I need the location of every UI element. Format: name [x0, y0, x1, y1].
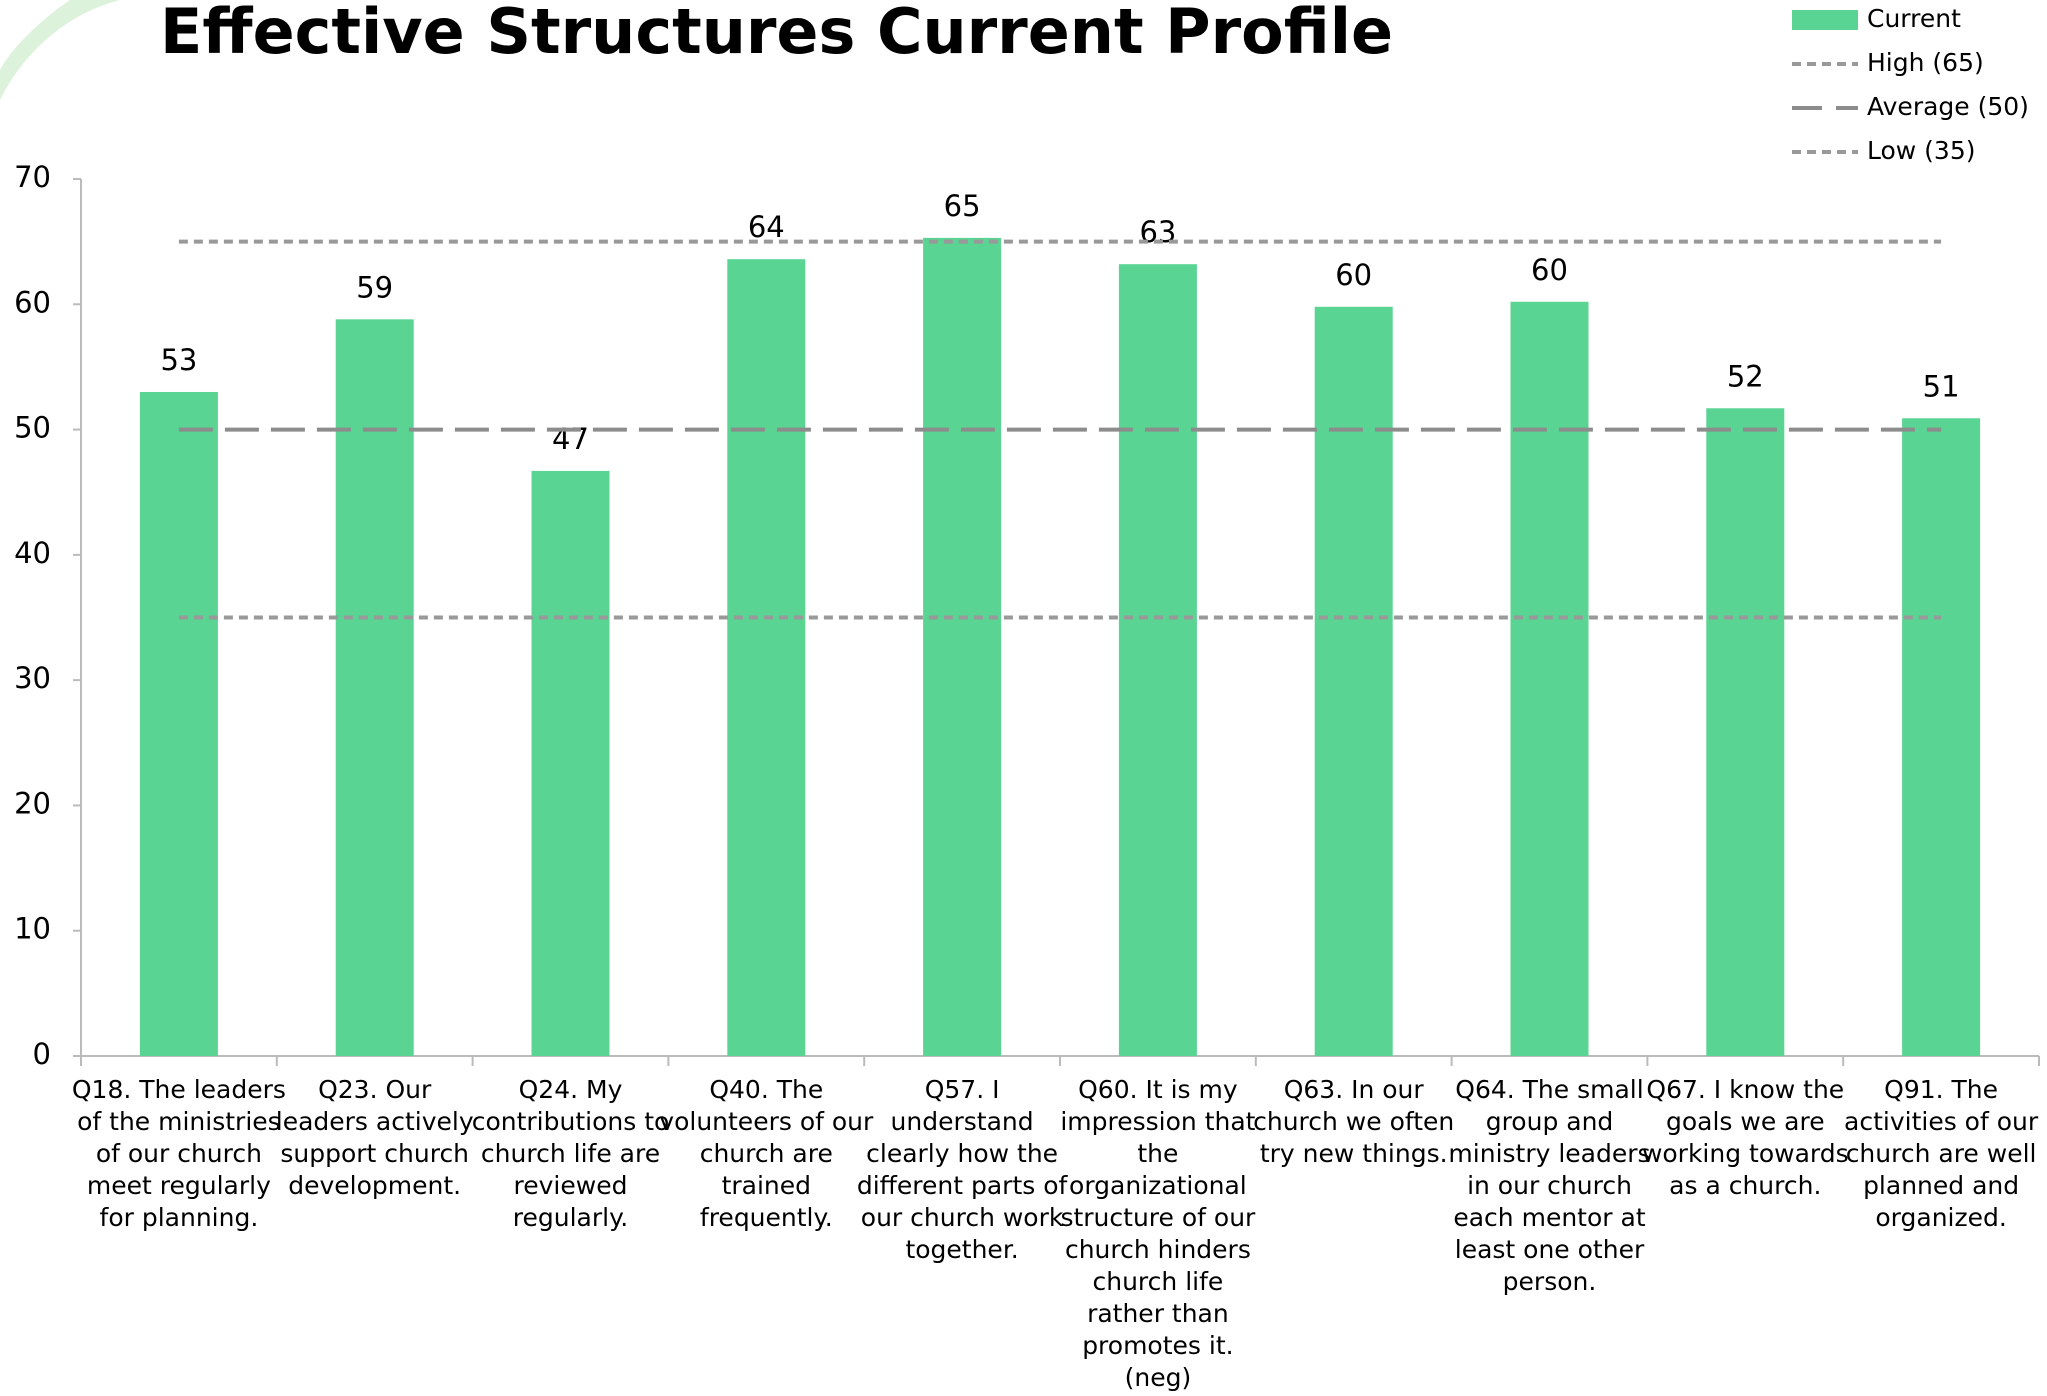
- x-tick-label: organizational: [1069, 1171, 1247, 1200]
- x-tick-label: different parts of: [857, 1171, 1069, 1200]
- bar: [1314, 306, 1393, 1056]
- bar: [1118, 264, 1197, 1056]
- x-tick-label: Q24. My: [519, 1075, 623, 1104]
- value-label: 53: [160, 343, 197, 377]
- x-tick-label: promotes it.: [1082, 1331, 1233, 1360]
- y-tick-label: 50: [14, 411, 51, 445]
- x-tick-label: church are well: [1846, 1139, 2037, 1168]
- x-tick-label: as a church.: [1669, 1171, 1821, 1200]
- x-tick-label: Q63. In our: [1284, 1075, 1425, 1104]
- value-label: 51: [1923, 369, 1960, 403]
- value-label: 59: [356, 270, 393, 304]
- value-label: 60: [1531, 253, 1568, 287]
- value-label: 63: [1139, 215, 1176, 249]
- x-tick-label: activities of our: [1844, 1107, 2039, 1136]
- x-tick-label: group and: [1486, 1107, 1614, 1136]
- x-tick-label: for planning.: [100, 1203, 259, 1232]
- legend-label: Average (50): [1867, 92, 2029, 121]
- x-tick-label: try new things.: [1260, 1139, 1448, 1168]
- x-tick-label: church are: [700, 1139, 833, 1168]
- x-tick-label: understand: [891, 1107, 1034, 1136]
- x-tick-label: in our church: [1467, 1171, 1632, 1200]
- bar: [727, 259, 806, 1056]
- x-tick-label: meet regularly: [87, 1171, 271, 1200]
- y-tick-label: 40: [14, 536, 51, 570]
- y-tick-label: 30: [14, 661, 51, 695]
- bar: [335, 319, 414, 1056]
- chart-title: Effective Structures Current Profile: [160, 0, 1393, 68]
- x-tick-label: goals we are: [1666, 1107, 1825, 1136]
- y-tick-label: 60: [14, 285, 51, 319]
- x-tick-label: clearly how the: [866, 1139, 1058, 1168]
- bar: [1902, 418, 1981, 1056]
- bar: [1706, 408, 1785, 1057]
- x-tick-label: Q91. The: [1884, 1075, 1998, 1104]
- x-tick-label: church hinders: [1065, 1235, 1251, 1264]
- decoration: [0, 0, 120, 100]
- x-tick-label: person.: [1503, 1267, 1597, 1296]
- x-tick-label: rather than: [1087, 1299, 1229, 1328]
- value-label: 47: [552, 422, 589, 456]
- legend-label: Low (35): [1867, 136, 1976, 165]
- x-tick-label: of our church: [96, 1139, 262, 1168]
- x-tick-label: reviewed: [514, 1171, 628, 1200]
- x-tick-label: regularly.: [513, 1203, 629, 1232]
- x-tick-label: Q67. I know the: [1646, 1075, 1844, 1104]
- x-tick-label: least one other: [1455, 1235, 1645, 1264]
- y-tick-label: 0: [33, 1037, 51, 1071]
- x-tick-label: church we often: [1253, 1107, 1454, 1136]
- x-tick-label: development.: [288, 1171, 461, 1200]
- x-tick-label: Q64. The small: [1455, 1075, 1643, 1104]
- bar: [139, 391, 218, 1056]
- bar: [923, 237, 1002, 1057]
- x-tick-label: ministry leaders: [1448, 1139, 1650, 1168]
- x-tick-label: trained: [722, 1171, 811, 1200]
- value-label: 65: [944, 189, 981, 223]
- x-tick-label: leaders actively: [276, 1107, 474, 1136]
- x-tick-label: frequently.: [700, 1203, 833, 1232]
- legend-label: Current: [1867, 4, 1961, 33]
- legend-label: High (65): [1867, 48, 1984, 77]
- y-tick-label: 20: [14, 786, 51, 820]
- x-tick-label: working towards: [1642, 1139, 1849, 1168]
- bar: [1510, 301, 1589, 1056]
- x-tick-label: our church work: [861, 1203, 1064, 1232]
- x-tick-label: of the ministries: [77, 1107, 281, 1136]
- x-tick-label: structure of our: [1060, 1203, 1256, 1232]
- y-tick-label: 70: [14, 160, 51, 194]
- x-tick-label: (neg): [1125, 1363, 1192, 1392]
- x-tick-label: each mentor at: [1453, 1203, 1645, 1232]
- x-tick-label: contributions to: [472, 1107, 670, 1136]
- x-tick-label: volunteers of our: [659, 1107, 874, 1136]
- x-tick-label: Q60. It is my: [1078, 1075, 1238, 1104]
- x-tick-label: impression that: [1060, 1107, 1255, 1136]
- value-label: 64: [748, 210, 785, 244]
- x-tick-label: organized.: [1875, 1203, 2006, 1232]
- y-tick-label: 10: [14, 912, 51, 946]
- legend-swatch: [1792, 10, 1858, 30]
- x-tick-label: the: [1137, 1139, 1178, 1168]
- value-label: 60: [1335, 258, 1372, 292]
- x-tick-label: church life: [1093, 1267, 1224, 1296]
- x-tick-label: Q57. I: [925, 1075, 1000, 1104]
- value-label: 52: [1727, 359, 1764, 393]
- x-tick-label: church life are: [481, 1139, 660, 1168]
- x-tick-label: Q18. The leaders: [72, 1075, 286, 1104]
- x-tick-label: Q40. The: [709, 1075, 823, 1104]
- bar: [531, 470, 610, 1056]
- x-tick-label: planned and: [1863, 1171, 2019, 1200]
- x-tick-label: Q23. Our: [318, 1075, 432, 1104]
- x-tick-label: support church: [280, 1139, 469, 1168]
- x-tick-label: together.: [905, 1235, 1018, 1264]
